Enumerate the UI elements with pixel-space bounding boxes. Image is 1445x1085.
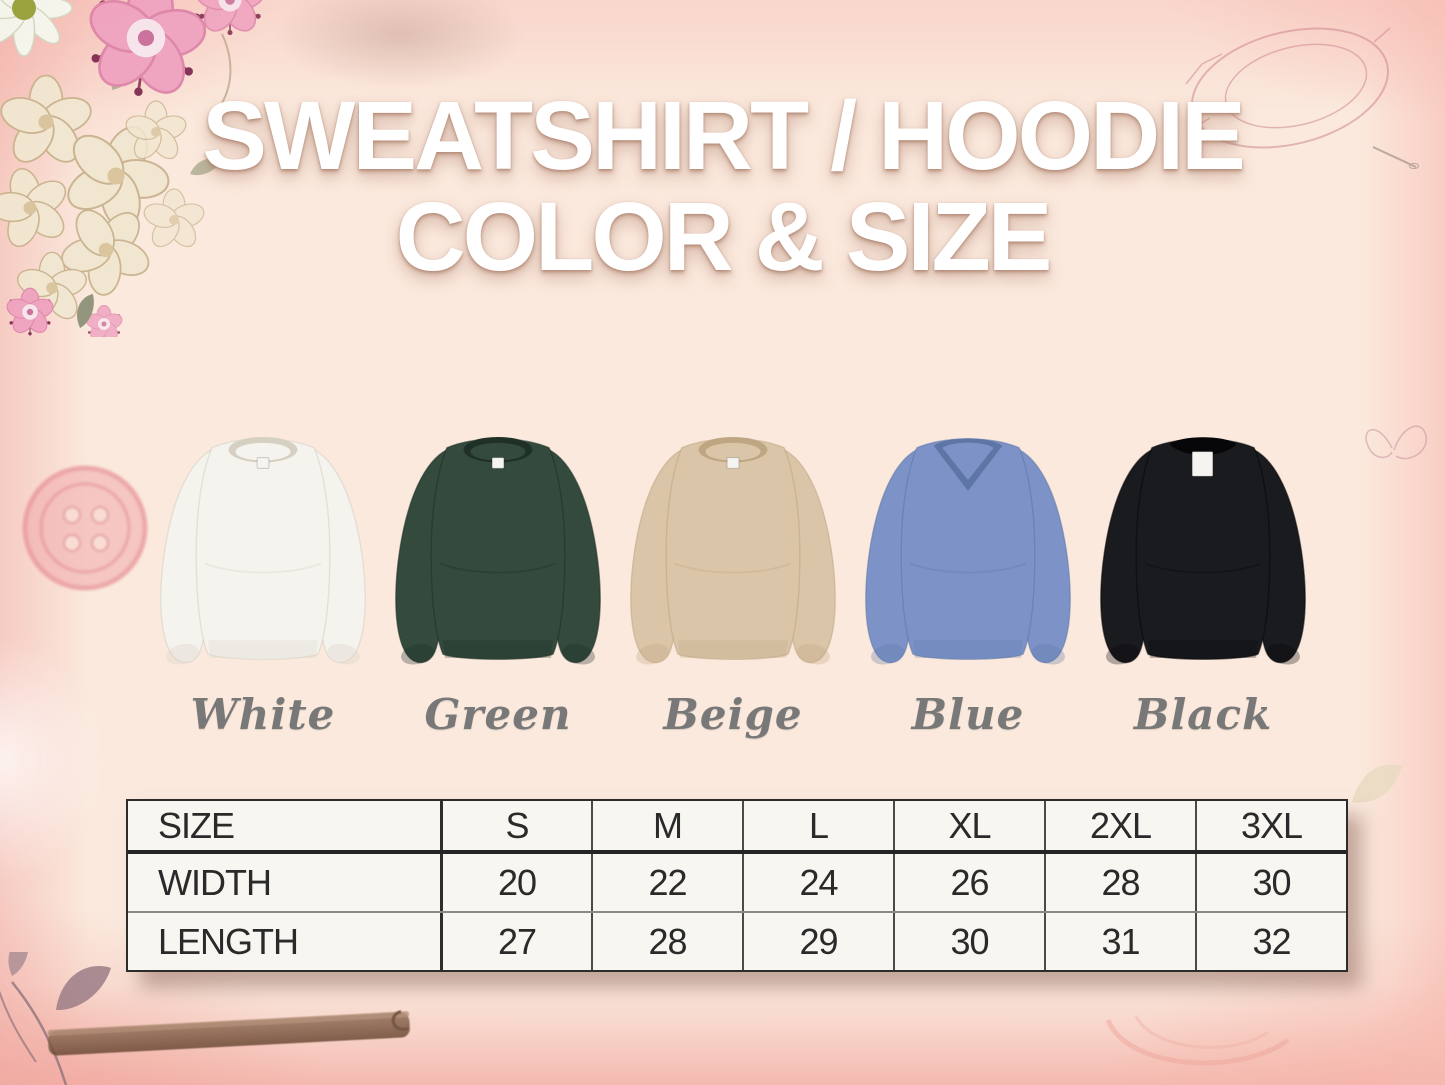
color-label-blue: Blue	[911, 690, 1025, 739]
table-row-length: LENGTH 27 28 29 30 31 32	[128, 913, 1346, 970]
table-cell: 27	[440, 913, 591, 970]
table-cell: 22	[591, 854, 742, 911]
color-label-white: White	[190, 690, 336, 739]
leaf-sketch-icon	[1352, 764, 1402, 803]
table-header-row: SIZE S M L XL 2XL 3XL	[128, 801, 1346, 854]
sewing-button-icon	[22, 465, 148, 591]
color-swatch-row: White Green	[150, 414, 1316, 739]
row-label: LENGTH	[158, 920, 299, 962]
table-row-width: WIDTH 20 22 24 26 28 30	[128, 854, 1346, 913]
row-label: WIDTH	[158, 861, 272, 903]
sweatshirt-image	[160, 436, 366, 665]
table-header-cell: S	[440, 801, 591, 850]
table-header-cell: XL	[893, 801, 1044, 850]
table-cell: 31	[1044, 913, 1195, 970]
sweatshirt-image	[630, 436, 836, 665]
sweatshirt-black: Black	[1090, 414, 1316, 739]
sweatshirt-blue: Blue	[855, 414, 1081, 739]
butterfly-sketch-icon	[1365, 425, 1427, 460]
color-label-black: Black	[1133, 690, 1273, 739]
table-cell: 29	[742, 913, 893, 970]
table-cell: 20	[440, 854, 591, 911]
table-cell: 26	[893, 854, 1044, 911]
table-cell: 28	[1044, 854, 1195, 911]
table-header-cell: 2XL	[1044, 801, 1195, 850]
table-cell: 32	[1195, 913, 1346, 970]
size-table: SIZE S M L XL 2XL 3XL WIDTH 20 22 24 26 …	[126, 799, 1348, 972]
table-header-cell: SIZE	[158, 804, 235, 846]
page-title: SWEATSHIRT / HOODIE COLOR & SIZE	[0, 81, 1445, 291]
title-line-1: SWEATSHIRT / HOODIE	[202, 81, 1246, 190]
title-line-2: COLOR & SIZE	[395, 181, 1053, 291]
sweatshirt-green: Green	[385, 414, 611, 739]
table-cell: 28	[591, 913, 742, 970]
sweatshirt-image	[395, 436, 601, 665]
table-cell: 30	[893, 913, 1044, 970]
table-header-cell: 3XL	[1195, 801, 1346, 850]
sweatshirt-white: White	[150, 414, 376, 739]
table-header-cell: L	[742, 801, 893, 850]
color-label-beige: Beige	[663, 690, 803, 739]
sweatshirt-beige: Beige	[620, 414, 846, 739]
swirl-arc-icon	[1105, 1015, 1290, 1066]
color-label-green: Green	[424, 690, 572, 739]
sweatshirt-image	[1100, 437, 1306, 665]
wooden-shelf-icon	[47, 1010, 410, 1056]
table-header-cell: M	[591, 801, 742, 850]
sweatshirt-image	[865, 438, 1071, 665]
table-cell: 30	[1195, 854, 1346, 911]
table-cell: 24	[742, 854, 893, 911]
